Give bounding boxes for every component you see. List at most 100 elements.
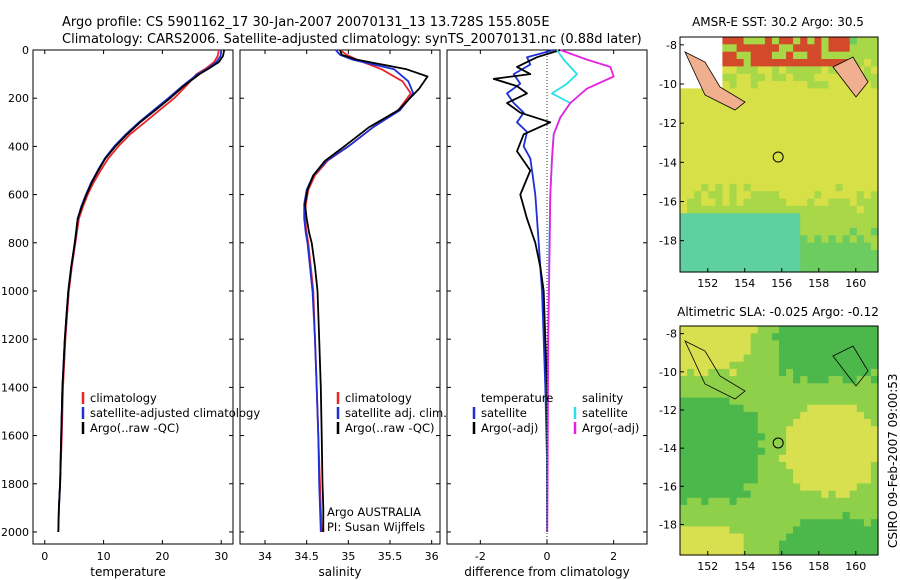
map-cell <box>715 103 724 111</box>
map-cell <box>814 95 823 104</box>
map-cell <box>736 411 745 420</box>
map-cell <box>842 264 851 273</box>
map-cell <box>821 88 830 97</box>
map-cell <box>828 59 837 67</box>
map-cell <box>743 390 752 399</box>
map-cell <box>793 132 801 141</box>
map-cell <box>807 447 815 456</box>
map-cell <box>736 368 745 377</box>
map-cell <box>750 368 759 377</box>
map-cell <box>687 376 695 384</box>
map-cell <box>842 533 851 542</box>
map-cell <box>779 368 787 377</box>
map-cell <box>708 264 716 273</box>
map-cell <box>842 125 851 133</box>
map-cell <box>828 419 837 427</box>
map-cell <box>800 37 808 45</box>
map-cell <box>771 235 780 244</box>
map-cell <box>807 81 815 89</box>
map-cell <box>701 383 709 392</box>
map-cell <box>764 242 773 251</box>
map-cell <box>842 326 851 334</box>
map-cell <box>701 147 709 156</box>
map-cell <box>807 547 815 556</box>
map-cell <box>764 354 773 363</box>
map-cell <box>863 95 872 104</box>
map-cell <box>870 66 879 75</box>
map-cell <box>800 95 808 104</box>
map-cell <box>779 147 787 156</box>
map-cell <box>694 497 702 506</box>
map-cell <box>807 103 815 111</box>
map-cell <box>828 191 837 200</box>
map-cell <box>821 95 830 104</box>
map-cell <box>729 419 738 427</box>
map-cell <box>807 476 815 485</box>
map-cell <box>750 340 759 349</box>
map-cell <box>821 81 830 89</box>
map-cell <box>828 347 837 356</box>
map-cell <box>814 526 823 535</box>
map-cell <box>750 326 759 334</box>
sst-map: 152 154 156 158 160-8-10-12-14-16-18 <box>659 36 879 290</box>
map-cell <box>814 147 823 156</box>
map-cell <box>708 526 716 535</box>
map-cell <box>680 147 688 156</box>
map-cell <box>821 469 830 477</box>
map-y-tick-label: -16 <box>659 196 677 209</box>
map-cell <box>800 227 808 236</box>
map-cell <box>814 220 823 229</box>
map-cell <box>863 81 872 89</box>
map-cell <box>757 213 766 222</box>
map-cell <box>863 66 872 75</box>
map-cell <box>849 250 858 258</box>
map-cell <box>863 340 872 349</box>
map-cell <box>800 547 808 556</box>
map-cell <box>835 73 844 82</box>
map-cell <box>863 526 872 535</box>
map-cell <box>750 227 759 236</box>
map-cell <box>779 125 787 133</box>
map-cell <box>849 117 858 126</box>
map-cell <box>694 340 702 349</box>
map-cell <box>807 340 815 349</box>
map-cell <box>771 419 780 427</box>
map-cell <box>743 169 752 178</box>
map-cell <box>708 361 716 370</box>
map-cell <box>694 347 702 356</box>
map-cell <box>701 397 709 406</box>
map-cell <box>694 476 702 485</box>
map-cell <box>863 147 872 156</box>
map-cell <box>764 227 773 236</box>
map-cell <box>750 161 759 170</box>
map-cell <box>694 264 702 273</box>
map-cell <box>849 154 858 163</box>
map-cell <box>814 469 823 477</box>
map-cell <box>828 426 837 434</box>
map-cell <box>694 326 702 334</box>
map-cell <box>793 483 801 492</box>
map-cell <box>743 476 752 485</box>
map-cell <box>743 37 752 45</box>
map-cell <box>680 81 688 89</box>
map-cell <box>786 504 794 513</box>
map-cell <box>722 440 731 449</box>
map-cell <box>771 512 780 520</box>
map-cell <box>701 333 709 341</box>
map-cell <box>757 257 766 266</box>
map-cell <box>722 66 731 75</box>
map-cell <box>736 227 745 236</box>
map-cell <box>835 519 844 527</box>
map-cell <box>807 354 815 363</box>
map-cell <box>764 383 773 392</box>
map-cell <box>743 411 752 420</box>
map-cell <box>715 110 724 119</box>
map-cell <box>680 326 688 334</box>
map-cell <box>701 354 709 363</box>
map-cell <box>736 125 745 133</box>
map-cell <box>764 220 773 229</box>
map-cell <box>863 183 872 192</box>
map-cell <box>722 404 731 413</box>
map-cell <box>729 512 738 520</box>
map-cell <box>680 411 688 420</box>
